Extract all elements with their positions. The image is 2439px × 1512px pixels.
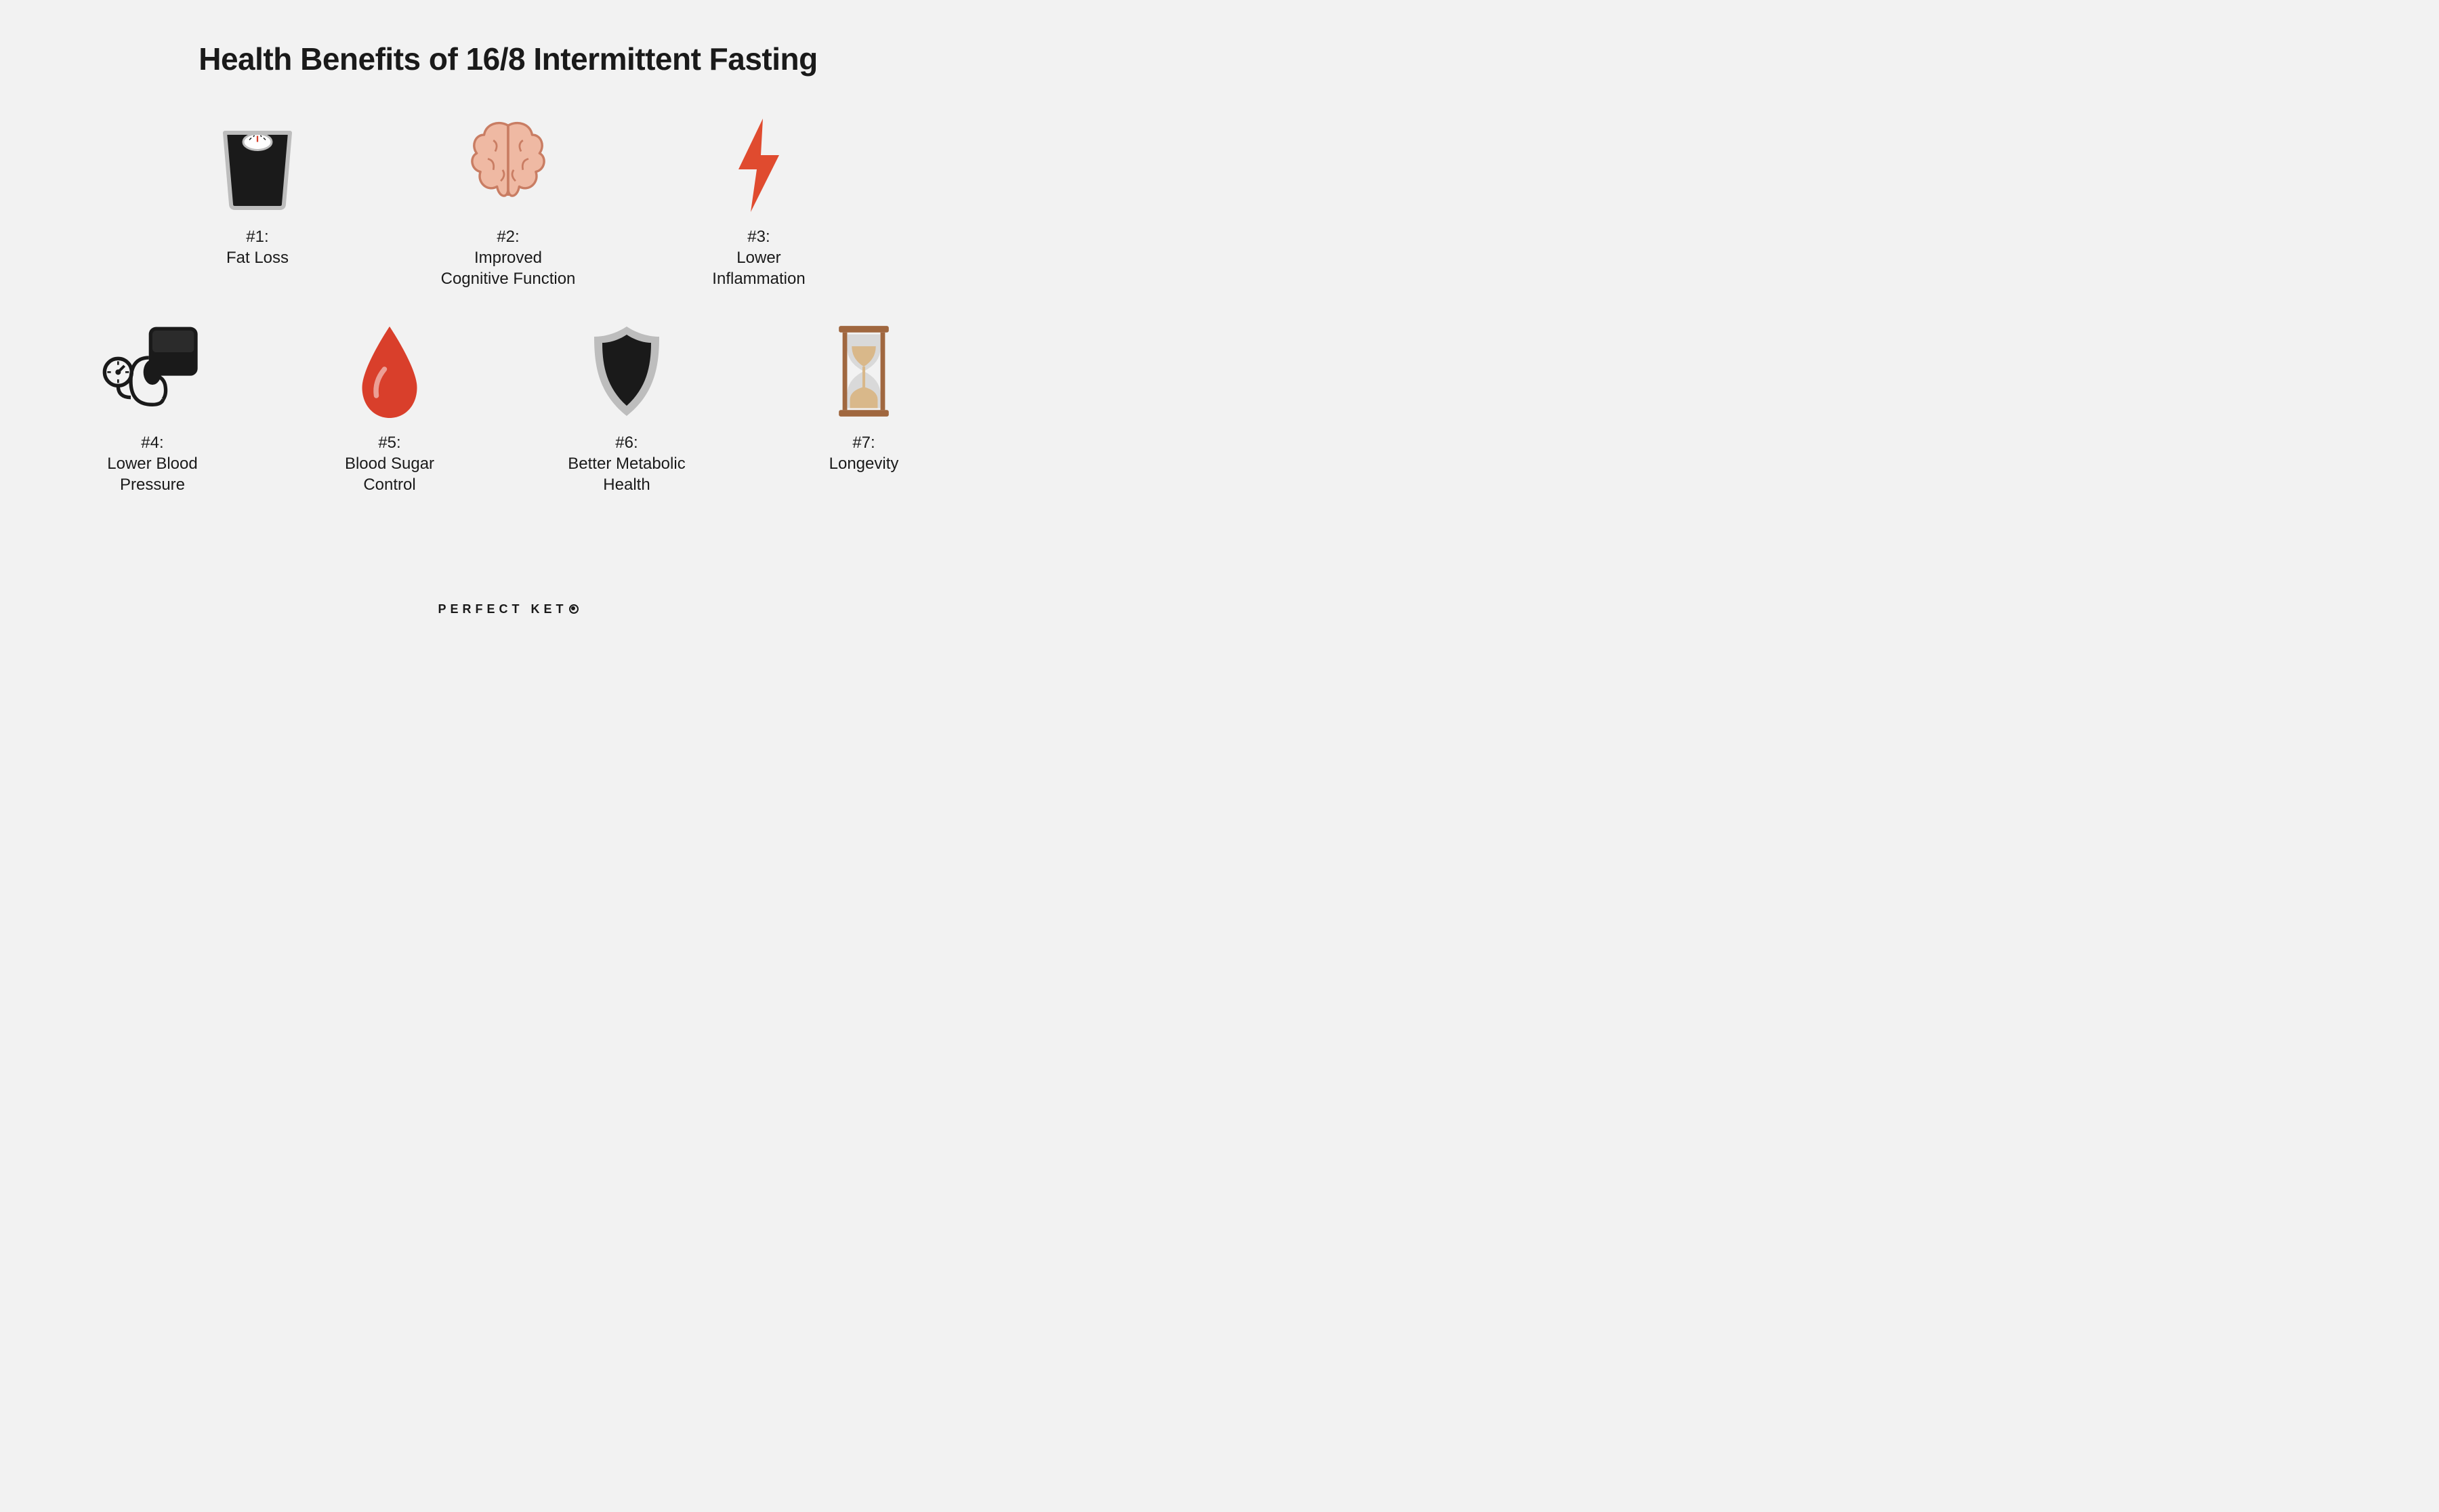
benefit-item: #2:ImprovedCognitive Function <box>430 111 586 290</box>
benefit-item: #6:Better MetabolicHealth <box>549 317 705 496</box>
brain-icon <box>461 111 556 219</box>
benefit-item: #4:Lower BloodPressure <box>75 317 230 496</box>
bolt-icon <box>722 111 796 219</box>
benefit-item: #7:Longevity <box>786 317 942 496</box>
scale-icon <box>207 111 308 219</box>
benefit-item: #5:Blood SugarControl <box>312 317 467 496</box>
hourglass-icon <box>830 317 898 425</box>
benefit-item: #1:Fat Loss <box>180 111 335 290</box>
benefit-item: #3:LowerInflammation <box>681 111 837 290</box>
benefits-grid: #1:Fat Loss #2:ImprovedCognitive Functio… <box>0 111 1016 495</box>
blood-pressure-icon <box>98 317 207 425</box>
brand-logo: PERFECT KET <box>0 602 1016 616</box>
blood-drop-icon <box>352 317 427 425</box>
page-title: Health Benefits of 16/8 Intermittent Fas… <box>0 0 1016 77</box>
shield-icon <box>586 317 667 425</box>
